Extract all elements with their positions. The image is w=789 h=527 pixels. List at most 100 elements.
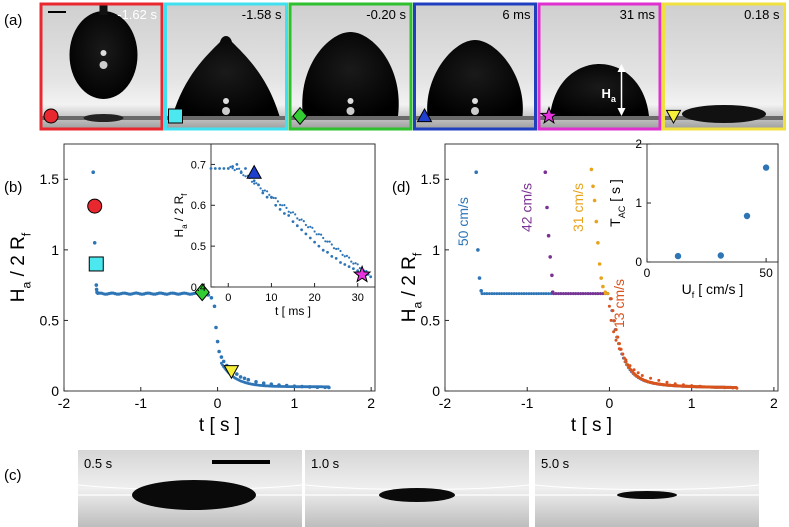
data-point	[369, 275, 373, 279]
data-point	[304, 232, 308, 236]
data-point	[657, 378, 661, 382]
photo-frame-6: 0.18 s	[662, 2, 786, 131]
inset-point	[242, 174, 245, 177]
y-axis-label-part: T	[607, 218, 623, 227]
substrate-line	[289, 116, 412, 120]
data-point	[612, 330, 616, 334]
plateau-point	[524, 292, 528, 296]
data-point	[479, 289, 484, 293]
data-point	[265, 195, 269, 199]
inset-point	[341, 253, 344, 256]
data-point	[212, 304, 217, 309]
flat-drop	[682, 105, 766, 123]
data-point	[599, 276, 603, 280]
frame-marker-circle	[43, 108, 59, 124]
inset-point	[302, 220, 305, 223]
y-tick-label: 0	[635, 255, 642, 269]
frame-border	[537, 2, 662, 131]
frame-marker-triangle-up	[416, 107, 433, 123]
inset-point	[281, 204, 284, 207]
y-axis-label-part: a	[180, 224, 189, 229]
data-point	[242, 376, 247, 381]
inset-point	[311, 226, 314, 229]
y-tick-label: 1.5	[421, 171, 441, 187]
data-point	[254, 380, 258, 384]
frame-marker-star	[539, 106, 559, 124]
series-label: 31 cm/s	[570, 183, 586, 232]
photo-c-1: 0.5 s	[77, 450, 303, 527]
plateau-point	[581, 292, 585, 296]
inset-point	[339, 249, 342, 253]
photo-time-label: 1.0 s	[311, 456, 340, 471]
frame-border	[39, 2, 164, 131]
plateau-point	[527, 292, 531, 296]
series-label: 13 cm/s	[611, 279, 627, 328]
marker-diamond	[194, 283, 210, 302]
plateau-point	[483, 292, 486, 296]
drop-silhouette	[379, 488, 455, 502]
y-tick-label: 1	[635, 196, 642, 210]
highlight	[472, 98, 478, 104]
frame-border	[288, 2, 413, 131]
inset-point	[294, 213, 297, 216]
data-point	[235, 372, 239, 376]
y-axis-label-part: f	[180, 193, 189, 196]
substrate-line	[413, 116, 537, 120]
plateau-point	[557, 292, 560, 296]
data-point	[607, 304, 611, 308]
photo-frame-2: -1.58 s	[164, 2, 288, 131]
x-tick-label: 50	[759, 266, 773, 280]
inset-point	[352, 262, 355, 265]
inset-point	[272, 196, 275, 199]
plateau-point	[512, 292, 516, 296]
plateau-point	[515, 292, 518, 296]
inset-point	[345, 254, 348, 257]
data-point	[326, 250, 329, 254]
inset-point	[320, 233, 323, 236]
x-axis-label-part: f	[692, 290, 695, 300]
photo-frame-4: 6 ms	[413, 2, 537, 131]
decay-point	[609, 297, 613, 301]
data-point	[321, 248, 325, 252]
height-label: Ha	[602, 86, 617, 104]
data-point	[343, 263, 347, 266]
data-point	[287, 214, 291, 217]
data-point	[743, 212, 751, 220]
plateau-point	[561, 292, 565, 296]
decay-point	[611, 309, 615, 313]
inset-point	[317, 233, 320, 236]
inset-point	[274, 197, 277, 200]
data-point	[347, 265, 351, 268]
inset-point	[261, 189, 264, 192]
highlight	[222, 107, 230, 115]
plateau-point	[487, 292, 491, 296]
frame-border	[662, 2, 786, 131]
data-point	[649, 376, 653, 380]
highlight	[100, 50, 107, 56]
x-axis-label: t [ s ]	[199, 415, 240, 436]
data-point	[717, 252, 724, 259]
panel-label-d: (d)	[392, 179, 410, 196]
inset-point	[343, 255, 346, 258]
data-point	[723, 386, 727, 390]
scale-bar	[48, 11, 66, 13]
panel-label-c: (c)	[4, 467, 22, 484]
data-point	[714, 385, 718, 389]
data-point	[209, 167, 213, 170]
inset-point	[330, 243, 333, 246]
x-tick-label: 0	[214, 395, 222, 411]
data-point	[313, 240, 316, 244]
decay-point	[626, 363, 630, 367]
needle	[99, 3, 108, 15]
inset-point	[304, 223, 307, 227]
data-point	[735, 386, 739, 390]
data-point	[698, 384, 702, 388]
data-point	[731, 386, 735, 390]
inset-point	[279, 203, 282, 206]
data-point	[274, 203, 278, 207]
y-tick-label: 0.5	[191, 241, 206, 253]
plateau-point	[586, 292, 590, 296]
data-point	[674, 252, 682, 260]
inset-point	[257, 183, 260, 186]
